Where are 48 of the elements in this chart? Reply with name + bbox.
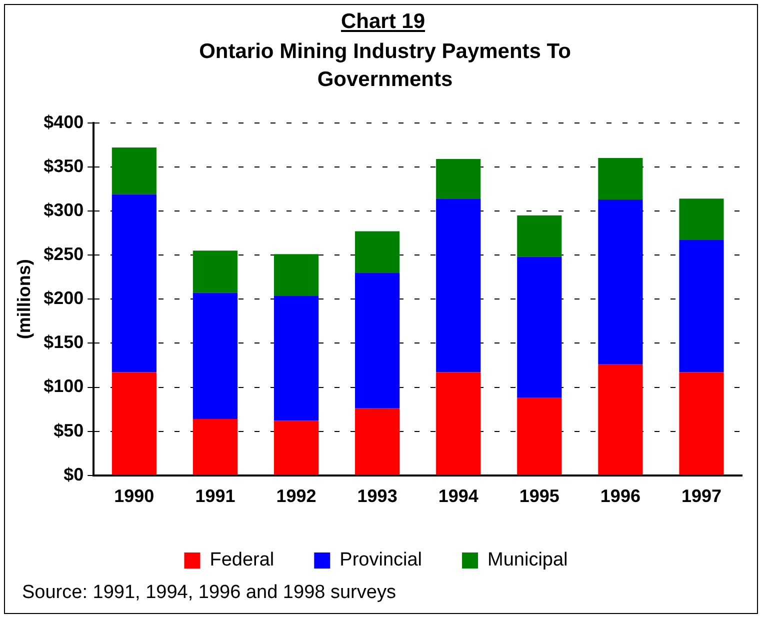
chart-title: Chart 19	[340, 10, 426, 34]
legend-label: Federal	[210, 550, 274, 571]
x-tick-label: 1993	[357, 486, 398, 506]
bar	[598, 199, 643, 364]
bar	[517, 215, 562, 257]
legend-label: Provincial	[340, 550, 422, 571]
y-tick-label: $200	[44, 288, 84, 308]
y-tick-label: $50	[54, 420, 84, 440]
bar	[355, 272, 400, 408]
x-tick-label: 1994	[438, 486, 478, 506]
bar	[192, 250, 238, 293]
x-tick-label: 1996	[600, 486, 640, 506]
bar	[274, 254, 319, 296]
y-tick-label: $350	[44, 156, 84, 176]
bar	[112, 147, 156, 194]
x-tick-label: 1991	[195, 486, 236, 506]
bar	[679, 198, 724, 240]
bar	[355, 231, 400, 273]
bar	[679, 372, 724, 475]
bar	[436, 372, 481, 475]
bar	[598, 364, 643, 475]
bar	[355, 408, 400, 475]
bar	[274, 420, 319, 475]
bar	[112, 372, 156, 475]
x-tick-label: 1997	[681, 486, 722, 506]
source-note: Source: 1991, 1994, 1996 and 1998 surveys	[22, 582, 396, 604]
y-axis-title: (millions)	[14, 259, 34, 340]
y-tick-label: $150	[44, 332, 84, 352]
x-tick-label: 1990	[114, 486, 154, 506]
bar	[192, 418, 238, 475]
bar	[112, 194, 156, 372]
bar	[517, 398, 562, 475]
bar	[679, 240, 724, 372]
y-tick-label: $0	[64, 464, 84, 484]
bar	[192, 292, 238, 419]
bar	[598, 158, 643, 200]
bar	[274, 296, 319, 421]
chart-subtitle: Ontario Mining Industry Payments To Governments	[198, 39, 572, 93]
bar	[436, 158, 481, 199]
y-tick-label: $300	[44, 200, 84, 220]
y-tick-label: $250	[44, 244, 84, 264]
bar	[517, 256, 562, 398]
y-tick-label: $400	[44, 112, 84, 132]
bar	[436, 198, 481, 372]
y-tick-label: $100	[44, 376, 84, 396]
x-tick-label: 1995	[519, 486, 560, 506]
x-tick-label: 1992	[276, 486, 316, 506]
legend-label: Municipal	[488, 550, 568, 571]
